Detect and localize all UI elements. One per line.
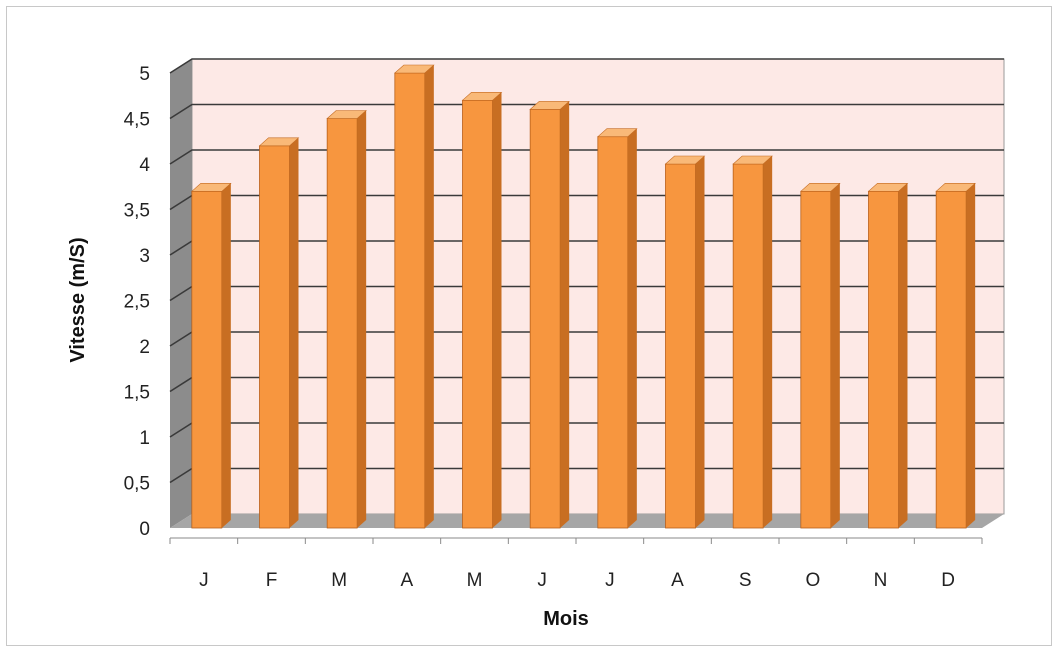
bar xyxy=(935,183,976,529)
bar xyxy=(461,92,503,529)
x-tick-label: J xyxy=(199,570,209,591)
bar xyxy=(867,183,909,529)
x-tick-label: J xyxy=(605,570,615,591)
bars xyxy=(191,64,976,529)
bar-side xyxy=(695,156,705,528)
bar xyxy=(529,101,570,529)
bar-front xyxy=(732,163,764,529)
y-tick-label: 5 xyxy=(139,64,150,85)
bar-front xyxy=(326,118,358,529)
bar-side xyxy=(560,101,570,529)
bar-top xyxy=(800,183,841,192)
bar-front xyxy=(597,136,629,529)
bar-front xyxy=(462,99,493,529)
x-tick-label: M xyxy=(467,570,483,591)
gridline xyxy=(169,58,1004,74)
bar-top xyxy=(867,183,909,192)
bar-top xyxy=(326,110,367,119)
y-tick-label: 4 xyxy=(139,155,150,176)
bar-side xyxy=(763,156,773,528)
y-tick-label: 2,5 xyxy=(124,292,150,313)
x-tick-label: J xyxy=(537,570,547,591)
bar-front xyxy=(191,190,223,529)
bar xyxy=(191,183,232,529)
bar xyxy=(597,128,638,529)
x-tick-label: F xyxy=(266,570,278,591)
x-axis-title: Mois xyxy=(543,608,589,630)
bar-side xyxy=(492,92,502,529)
bar xyxy=(258,137,300,529)
bar xyxy=(800,183,841,529)
x-tick-label: D xyxy=(941,570,955,591)
y-tick-label: 0 xyxy=(139,519,150,540)
bar-side xyxy=(627,128,637,528)
x-tick-label: S xyxy=(739,570,752,591)
bar xyxy=(732,155,773,529)
bar-side xyxy=(221,183,231,529)
bar-top xyxy=(664,155,706,165)
bar-front xyxy=(394,72,426,529)
bar-side xyxy=(357,110,367,528)
y-tick-label: 4,5 xyxy=(124,110,150,131)
bar-front xyxy=(868,190,899,529)
bar-top xyxy=(732,155,773,165)
bar-top xyxy=(597,128,638,137)
bar-top xyxy=(935,183,976,192)
y-tick-label: 1 xyxy=(139,428,150,449)
bar-top xyxy=(529,101,570,110)
bar xyxy=(394,64,435,529)
x-tick-label: O xyxy=(805,570,820,591)
y-tick-label: 3,5 xyxy=(124,201,150,222)
gridline xyxy=(169,103,1004,120)
bar-front xyxy=(935,190,967,529)
x-tick-label: A xyxy=(671,570,684,591)
x-tick-label: A xyxy=(400,570,413,591)
bar-top xyxy=(191,183,232,192)
bar-top xyxy=(258,137,300,147)
bar-side xyxy=(289,137,299,529)
bar-front xyxy=(665,163,696,529)
y-tick-labels: 0 0,5 1 1,5 2 2,5 3 3,5 4 4,5 5 xyxy=(124,64,151,540)
y-tick-label: 3 xyxy=(139,246,150,267)
bar-top xyxy=(394,64,435,74)
bar-side xyxy=(424,65,434,528)
gridline xyxy=(169,149,1004,165)
bar xyxy=(664,155,706,529)
bar-front xyxy=(529,109,561,529)
y-tick-label: 0,5 xyxy=(124,474,150,495)
bar xyxy=(326,110,367,529)
floor xyxy=(170,514,1004,528)
y-axis-title: Vitesse (m/S) xyxy=(67,237,89,362)
bar-side xyxy=(830,183,840,529)
x-tick-label: M xyxy=(331,570,347,591)
bar-side xyxy=(966,183,976,529)
bar-front xyxy=(800,190,832,529)
y-tick-label: 2 xyxy=(139,337,150,358)
bar-top xyxy=(461,92,503,101)
bar-front xyxy=(259,145,290,529)
y-tick-label: 1,5 xyxy=(124,383,150,404)
bar-side xyxy=(898,183,908,529)
x-tick-label: N xyxy=(874,570,888,591)
